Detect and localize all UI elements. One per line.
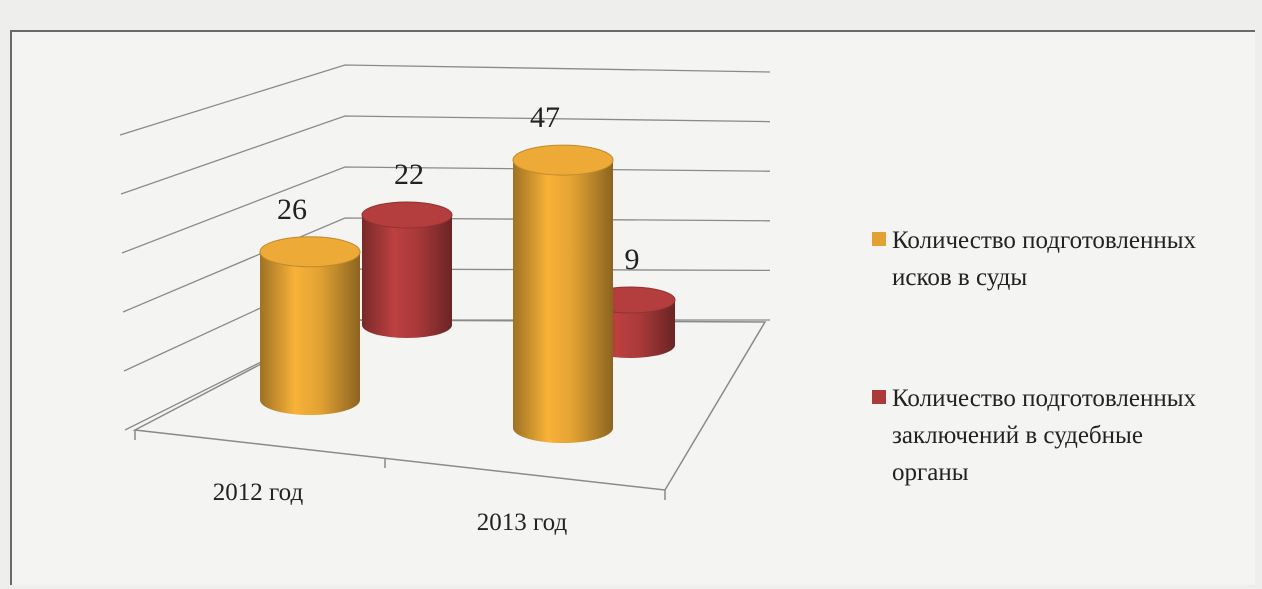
legend-item: Количество подготовленных заключений в с… bbox=[872, 380, 1222, 491]
grid-line bbox=[120, 115, 771, 195]
legend-item: Количество подготовленных исков в суды bbox=[872, 222, 1222, 296]
data-label: 22 bbox=[394, 158, 424, 191]
data-label: 47 bbox=[530, 101, 560, 134]
bar bbox=[361, 201, 453, 338]
legend-swatch bbox=[872, 390, 886, 404]
legend: Количество подготовленных исков в суды Ко… bbox=[872, 222, 1222, 491]
x-tick-label: 2013 год bbox=[477, 509, 568, 536]
data-label: 9 bbox=[625, 243, 640, 276]
grid-line bbox=[122, 217, 771, 313]
grid-line bbox=[121, 166, 771, 254]
bar bbox=[259, 236, 361, 415]
legend-swatch bbox=[872, 232, 886, 246]
bar bbox=[512, 144, 614, 443]
legend-label: Количество подготовленных заключений в с… bbox=[892, 385, 1197, 486]
legend-label: Количество подготовленных исков в суды bbox=[892, 227, 1197, 291]
grid-line bbox=[119, 64, 771, 136]
x-tick-label: 2012 год bbox=[213, 479, 304, 506]
data-label: 26 bbox=[277, 193, 307, 226]
